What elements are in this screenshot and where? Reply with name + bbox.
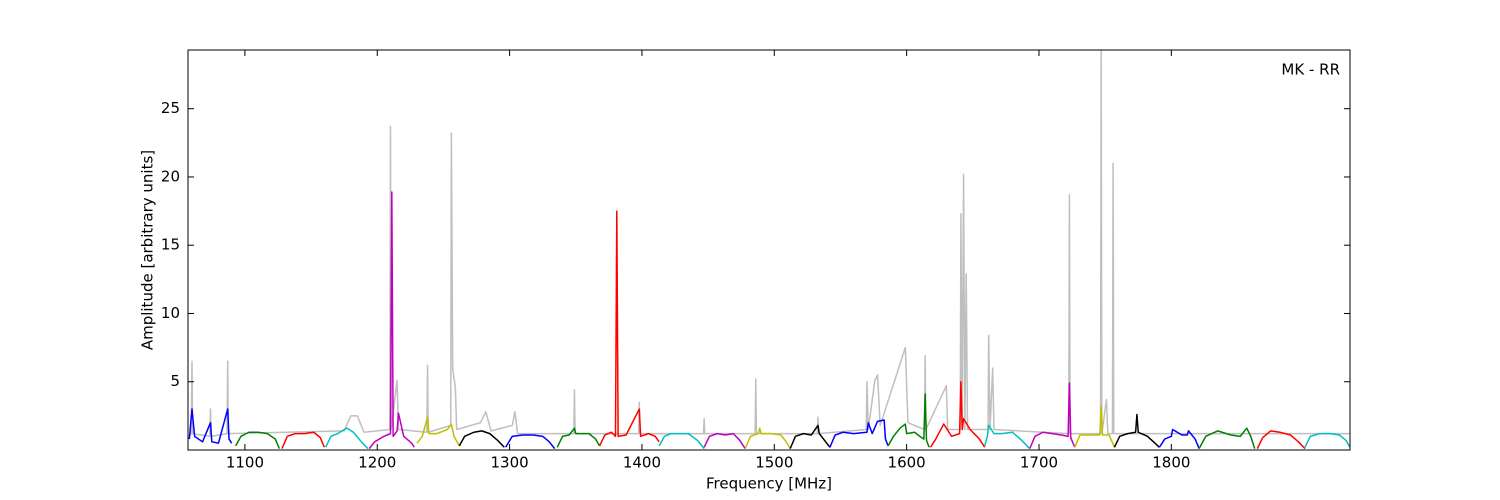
x-tick-label: 1700 bbox=[1020, 454, 1058, 472]
spectrum-line bbox=[929, 380, 986, 448]
spectrum-line bbox=[368, 191, 415, 450]
spectrum-line bbox=[188, 408, 233, 444]
spectrum-line bbox=[504, 434, 556, 450]
spectrum-line bbox=[983, 424, 1031, 450]
y-tick-label: 5 bbox=[170, 372, 180, 390]
y-tick-label: 15 bbox=[161, 236, 180, 254]
x-tick-label: 1400 bbox=[623, 454, 661, 472]
plot-area bbox=[188, 50, 1350, 450]
spectrum-line bbox=[1256, 430, 1306, 450]
spectrum-line bbox=[1304, 432, 1350, 448]
annotation: MK - RR bbox=[1281, 61, 1340, 79]
x-tick-label: 1800 bbox=[1152, 454, 1190, 472]
y-tick-label: 25 bbox=[161, 99, 180, 117]
spectrum-line bbox=[1029, 382, 1076, 449]
x-tick-label: 1600 bbox=[888, 454, 926, 472]
spectrum-line bbox=[598, 210, 660, 447]
spectrum-line bbox=[658, 432, 705, 450]
x-tick-label: 1200 bbox=[358, 454, 396, 472]
x-tick-label: 1300 bbox=[491, 454, 529, 472]
x-tick-label: 1500 bbox=[755, 454, 793, 472]
spectrum-line bbox=[234, 431, 281, 449]
spectrum-line bbox=[1158, 428, 1200, 449]
spectrum-line bbox=[789, 424, 831, 449]
spectrum-line bbox=[1198, 427, 1256, 449]
spectrum-line bbox=[703, 432, 746, 450]
x-axis-label: Frequency [MHz] bbox=[706, 475, 832, 493]
spectrum-line bbox=[1113, 413, 1160, 448]
spectrum-line bbox=[281, 431, 326, 449]
spectrum-line bbox=[324, 427, 369, 450]
spectrum-line bbox=[829, 419, 889, 448]
spectrum-line bbox=[887, 393, 930, 448]
axes-frame bbox=[187, 49, 1351, 451]
spectrum-line bbox=[744, 427, 791, 450]
spectrum-line bbox=[1074, 405, 1116, 448]
spectrum-line bbox=[416, 416, 460, 447]
y-tick-label: 20 bbox=[161, 167, 180, 185]
spectrum-line bbox=[556, 427, 601, 448]
x-tick-label: 1100 bbox=[226, 454, 264, 472]
y-axis-label: Amplitude [arbitrary units] bbox=[139, 150, 157, 350]
y-tick-label: 10 bbox=[161, 304, 180, 322]
spectrum-line bbox=[458, 430, 505, 448]
